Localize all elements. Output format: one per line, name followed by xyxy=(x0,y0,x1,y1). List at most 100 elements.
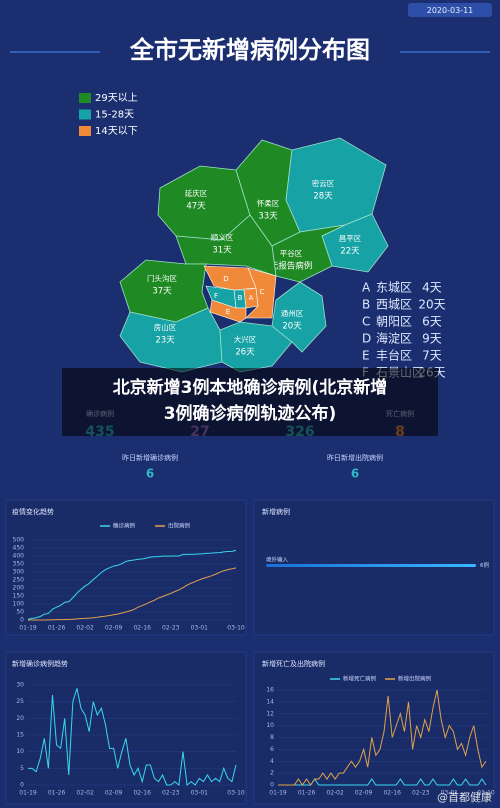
district-name: 延庆区 xyxy=(185,188,208,198)
code-letter: E xyxy=(362,349,370,363)
district-name: 平谷区 xyxy=(280,249,303,258)
x-tick-label: 02-16 xyxy=(133,625,151,632)
panel xyxy=(253,651,495,805)
central-code: D xyxy=(223,275,228,283)
district-days: 28天 xyxy=(313,192,333,202)
central-code: C xyxy=(260,288,265,296)
legend-swatch xyxy=(79,109,91,120)
district-name: 怀柔区 xyxy=(257,198,280,208)
code-days: 9天 xyxy=(422,332,442,346)
central-code: E xyxy=(226,308,230,316)
district-days: 无报告病例 xyxy=(270,261,313,272)
x-tick-label: 01-19 xyxy=(269,790,287,797)
series-line xyxy=(27,549,237,620)
y-tick-label: 5 xyxy=(20,765,24,772)
x-tick-label: 02-09 xyxy=(105,790,123,797)
y-tick-label: 30 xyxy=(16,682,24,689)
district-days: 37天 xyxy=(152,287,172,297)
x-tick-label: 02-09 xyxy=(105,625,123,632)
code-days: 6天 xyxy=(422,315,442,329)
series-line xyxy=(28,567,237,621)
x-tick-label: 03-01 xyxy=(191,625,209,632)
legend-label: 新增死亡病例 xyxy=(343,675,377,683)
code-name: 丰台区 xyxy=(376,348,412,363)
x-tick-label: 02-09 xyxy=(355,790,373,797)
code-letter: C xyxy=(362,315,370,329)
y-tick-label: 0 xyxy=(20,617,24,624)
x-tick-label: 02-23 xyxy=(162,790,180,797)
x-tick-label: 02-02 xyxy=(326,790,344,797)
central-district xyxy=(205,285,237,309)
y-tick-label: 20 xyxy=(16,715,24,722)
y-tick-label: 450 xyxy=(13,545,25,552)
x-tick-label: 01-19 xyxy=(19,790,37,797)
y-tick-label: 350 xyxy=(13,561,25,568)
panel xyxy=(253,499,495,636)
panel xyxy=(5,651,247,805)
panel-title: 新增病例 xyxy=(262,507,290,516)
y-tick-label: 14 xyxy=(266,698,274,705)
code-days: 20天 xyxy=(418,298,445,312)
x-tick-label: 03-10 xyxy=(227,790,245,797)
date-badge xyxy=(408,3,492,17)
legend-swatch xyxy=(79,93,91,103)
x-tick-label: 01-26 xyxy=(298,790,316,797)
x-tick-label: 01-26 xyxy=(48,625,66,632)
y-tick-label: 15 xyxy=(16,732,24,739)
district xyxy=(271,281,327,353)
central-code: A xyxy=(249,294,254,302)
yesterday-label: 昨日新增出院病例 xyxy=(327,453,383,462)
district-name: 通州区 xyxy=(281,308,304,318)
bar-label: 境外输入 xyxy=(266,556,289,564)
code-days: 7天 xyxy=(422,349,442,363)
district-name: 密云区 xyxy=(312,178,335,188)
watermark: @首都健康 xyxy=(437,790,492,804)
panel-title: 疫情变化趋势 xyxy=(12,507,54,516)
x-tick-label: 02-02 xyxy=(76,625,94,632)
x-tick-label: 02-16 xyxy=(383,790,401,797)
panel-title: 新增确诊病例趋势 xyxy=(12,659,68,668)
district-name: 昌平区 xyxy=(339,234,362,243)
legend-label: 29天以上 xyxy=(95,92,138,104)
yesterday-value: 6 xyxy=(351,467,359,481)
district-days: 23天 xyxy=(155,336,175,346)
code-name: 西城区 xyxy=(376,298,412,312)
legend-swatch xyxy=(79,126,91,136)
yesterday-label: 昨日新增确诊病例 xyxy=(122,453,178,462)
x-tick-label: 02-23 xyxy=(412,790,430,797)
x-tick-label: 01-26 xyxy=(48,790,66,797)
code-days: 4天 xyxy=(422,281,442,295)
y-tick-label: 6 xyxy=(270,746,274,753)
y-tick-label: 4 xyxy=(270,758,274,765)
series-line xyxy=(28,688,237,786)
y-tick-label: 500 xyxy=(13,537,25,544)
legend-label: 14天以下 xyxy=(95,126,138,137)
x-tick-label: 03-01 xyxy=(191,790,209,797)
y-tick-label: 150 xyxy=(13,593,25,600)
legend-label: 确诊病例 xyxy=(113,522,136,530)
y-tick-label: 400 xyxy=(13,553,25,560)
district-days: 33天 xyxy=(258,212,278,222)
district-days: 31天 xyxy=(212,246,232,256)
code-letter: D xyxy=(362,332,371,346)
y-tick-label: 12 xyxy=(266,710,274,717)
x-tick-label: 02-16 xyxy=(133,790,151,797)
y-tick-label: 8 xyxy=(270,734,274,741)
code-letter: B xyxy=(362,298,370,312)
central-code: B xyxy=(238,294,243,302)
legend-label: 15-28天 xyxy=(95,110,134,121)
district-name: 大兴区 xyxy=(234,334,257,344)
x-tick-label: 02-23 xyxy=(162,625,180,632)
code-letter: A xyxy=(362,281,371,295)
legend-label: 新增出院病例 xyxy=(398,675,432,683)
x-tick-label: 03-10 xyxy=(477,790,495,797)
x-tick-label: 01-19 xyxy=(19,625,37,632)
district-days: 22天 xyxy=(340,247,360,257)
district-name: 顺义区 xyxy=(211,233,234,242)
yesterday-value: 6 xyxy=(146,467,154,481)
central-code: F xyxy=(214,292,218,300)
y-tick-label: 0 xyxy=(20,782,24,789)
district xyxy=(219,321,293,373)
code-name: 海淀区 xyxy=(376,331,412,346)
